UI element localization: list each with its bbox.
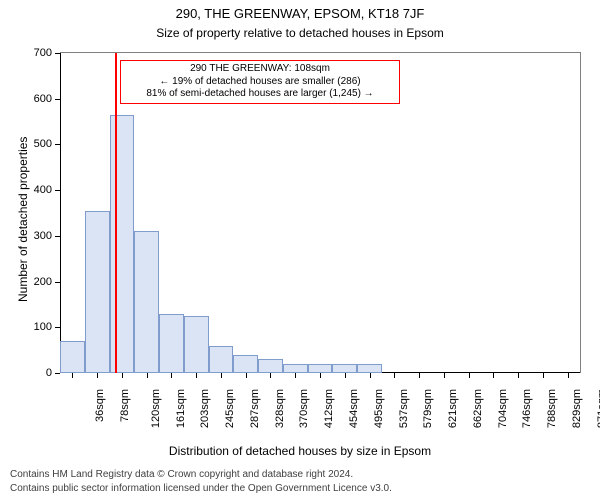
- y-axis-label: Number of detached properties: [16, 137, 30, 302]
- x-tick-mark: [221, 373, 222, 378]
- y-tick-mark: [55, 190, 60, 191]
- x-tick-label: 495sqm: [373, 389, 385, 428]
- x-tick-mark: [345, 373, 346, 378]
- subtitle: Size of property relative to detached ho…: [0, 26, 600, 40]
- histogram-bar: [258, 359, 283, 373]
- x-tick-mark: [122, 373, 123, 378]
- x-tick-mark: [97, 373, 98, 378]
- histogram-bar: [134, 231, 159, 373]
- x-tick-label: 412sqm: [323, 389, 335, 428]
- histogram-bar: [283, 364, 308, 373]
- x-tick-mark: [469, 373, 470, 378]
- histogram-bar: [60, 341, 85, 373]
- x-axis-label: Distribution of detached houses by size …: [0, 444, 600, 458]
- histogram-bar: [357, 364, 382, 373]
- x-tick-mark: [543, 373, 544, 378]
- x-tick-label: 829sqm: [571, 389, 583, 428]
- annotation-line-1: 290 THE GREENWAY: 108sqm: [127, 63, 393, 76]
- x-tick-mark: [518, 373, 519, 378]
- annotation-line-2: ← 19% of detached houses are smaller (28…: [127, 76, 393, 89]
- x-tick-mark: [246, 373, 247, 378]
- histogram-bar: [308, 364, 333, 373]
- x-tick-mark: [171, 373, 172, 378]
- histogram-bar: [332, 364, 357, 373]
- x-tick-label: 203sqm: [200, 389, 212, 428]
- x-tick-label: 161sqm: [175, 389, 187, 428]
- x-tick-mark: [147, 373, 148, 378]
- histogram-bar: [184, 316, 209, 373]
- main-title: 290, THE GREENWAY, EPSOM, KT18 7JF: [0, 6, 600, 21]
- x-tick-label: 245sqm: [224, 389, 236, 428]
- x-tick-label: 328sqm: [274, 389, 286, 428]
- chart-container: { "layout": { "width_px": 600, "height_p…: [0, 0, 600, 500]
- x-tick-mark: [370, 373, 371, 378]
- x-tick-label: 621sqm: [447, 389, 459, 428]
- x-tick-label: 579sqm: [422, 389, 434, 428]
- x-tick-label: 370sqm: [299, 389, 311, 428]
- annotation-line-3: 81% of semi-detached houses are larger (…: [127, 88, 393, 101]
- footer-line-1: Contains HM Land Registry data © Crown c…: [10, 469, 353, 480]
- y-tick-mark: [55, 99, 60, 100]
- x-tick-label: 537sqm: [398, 389, 410, 428]
- x-tick-label: 120sqm: [150, 389, 162, 428]
- histogram-bar: [233, 355, 258, 373]
- x-tick-mark: [493, 373, 494, 378]
- x-tick-label: 704sqm: [497, 389, 509, 428]
- y-tick-mark: [55, 236, 60, 237]
- y-tick-mark: [55, 373, 60, 374]
- y-tick-mark: [55, 53, 60, 54]
- y-axis-line: [60, 53, 61, 373]
- x-tick-mark: [72, 373, 73, 378]
- x-tick-label: 662sqm: [472, 389, 484, 428]
- y-tick-mark: [55, 144, 60, 145]
- annotation-box: 290 THE GREENWAY: 108sqm ← 19% of detach…: [120, 60, 400, 104]
- x-tick-label: 287sqm: [249, 389, 261, 428]
- x-tick-label: 454sqm: [348, 389, 360, 428]
- histogram-bar: [159, 314, 184, 373]
- histogram-bar: [85, 211, 110, 373]
- histogram-bar: [209, 346, 234, 373]
- x-tick-label: 36sqm: [94, 389, 106, 422]
- x-tick-mark: [394, 373, 395, 378]
- x-tick-label: 788sqm: [546, 389, 558, 428]
- histogram-bar: [110, 115, 135, 373]
- reference-line: [115, 53, 117, 373]
- x-tick-mark: [295, 373, 296, 378]
- x-tick-label: 78sqm: [119, 389, 131, 422]
- x-tick-label: 746sqm: [521, 389, 533, 428]
- x-tick-mark: [444, 373, 445, 378]
- x-tick-mark: [320, 373, 321, 378]
- x-tick-label: 871sqm: [596, 389, 600, 428]
- x-tick-mark: [196, 373, 197, 378]
- x-tick-mark: [270, 373, 271, 378]
- y-tick-mark: [55, 282, 60, 283]
- x-tick-mark: [419, 373, 420, 378]
- x-tick-mark: [568, 373, 569, 378]
- footer-line-2: Contains public sector information licen…: [10, 483, 392, 494]
- y-tick-mark: [55, 327, 60, 328]
